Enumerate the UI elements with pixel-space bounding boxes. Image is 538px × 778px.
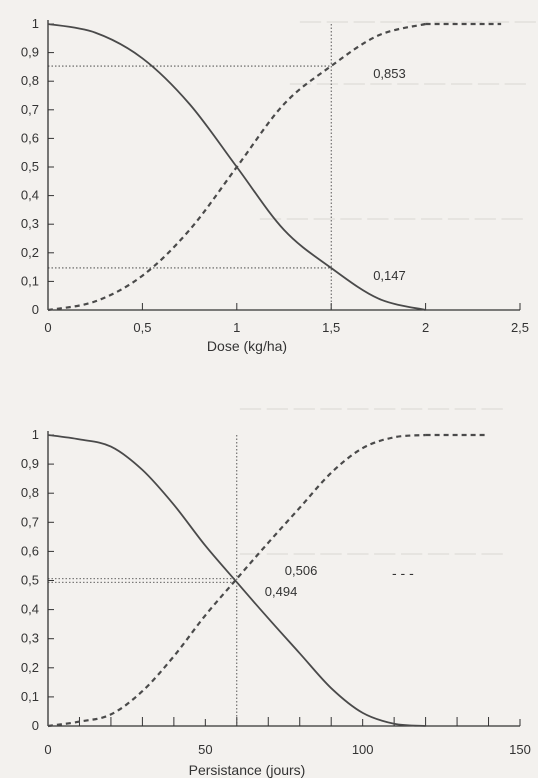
- chart-dose-x-tick-label: 2,5: [511, 320, 529, 335]
- chart-persistance: 00,10,20,30,40,50,60,70,80,91 0 50 100 150 …: [21, 427, 531, 778]
- chart-persistance-x-ticks: 0 50 100 150: [44, 717, 531, 757]
- chart-persistance-x-tick-label: 150: [509, 742, 531, 757]
- chart-persistance-y-tick-label: 1: [32, 427, 39, 442]
- chart-dose-y-tick-label: 0,8: [21, 73, 39, 88]
- chart-dose-x-ticks: 0 0,5 1 1,5 2 2,5: [44, 303, 529, 335]
- chart-persistance-annotations: 0,506 0,494: [265, 563, 318, 599]
- chart-persistance-y-ticks: 0 0,1 0,2 0,3 0,4 0,5 0,6 0,7 0,8 0,9 1: [21, 427, 54, 733]
- chart-persistance-y-tick-label: 0,7: [21, 514, 39, 529]
- chart-persistance-dashed-curve: [47, 433, 426, 728]
- chart-persistance-x-axis-label: Persistance (jours): [189, 762, 306, 778]
- chart-dose-guide-lines: [48, 24, 332, 310]
- chart-dose-series: [47, 22, 502, 312]
- chart-persistance-annotation-label: 0,494: [265, 584, 298, 599]
- chart-dose-y-tick-label: 0: [32, 302, 39, 317]
- chart-persistance-series: [47, 433, 489, 728]
- chart-dose-x-tick-label: 2: [422, 320, 429, 335]
- chart-persistance-x-tick-label: 100: [352, 742, 374, 757]
- chart-dose-y-tick-label: 0,6: [21, 130, 39, 145]
- chart-persistance-y-tick-label: 0: [32, 718, 39, 733]
- chart-dose-y-tick-label: 0,2: [21, 245, 39, 260]
- chart-dose-y-ticks: 0 0,1 0,2 0,3 0,4 0,5 0,6 0,7 0,8 0,9 1: [21, 16, 54, 317]
- chart-dose-x-tick-label: 0,5: [133, 320, 151, 335]
- chart-persistance-y-tick-label: 0,6: [21, 543, 39, 558]
- chart-dose-x-axis-label: Dose (kg/ha): [207, 338, 287, 354]
- chart-persistance-y-tick-label: 0,5: [21, 573, 39, 588]
- chart-dose-y-tick-label: 0,1: [21, 273, 39, 288]
- chart-dose-x-tick-label: 0: [44, 320, 51, 335]
- chart-dose: 0 0,1 0,2 0,3 0,4 0,5 0,6 0,7 0,8 0,9 1 0 0,5 1 1,5 2 2…: [21, 16, 529, 354]
- chart-persistance-y-tick-label: 0,3: [21, 631, 39, 646]
- chart-dose-annotation-label: 0,147: [373, 268, 406, 283]
- chart-dose-y-tick-label: 0,4: [21, 188, 39, 203]
- chart-dose-dashed-curve: [47, 22, 426, 312]
- chart-persistance-legend-dash: - - -: [392, 565, 414, 581]
- chart-dose-y-tick-label: 0,9: [21, 45, 39, 60]
- chart-persistance-y-tick-label: 0,9: [21, 456, 39, 471]
- chart-persistance-y-tick-label: 0,2: [21, 660, 39, 675]
- chart-persistance-x-tick-label: 0: [44, 742, 51, 757]
- chart-dose-y-tick-label: 0,7: [21, 102, 39, 117]
- chart-persistance-guide-lines: [48, 435, 238, 726]
- chart-dose-y-tick-label: 0,3: [21, 216, 39, 231]
- chart-dose-annotations: 0,853 0,147: [373, 66, 406, 283]
- chart-dose-x-tick-label: 1: [233, 320, 240, 335]
- chart-persistance-y-tick-label: 0,8: [21, 485, 39, 500]
- chart-dose-annotation-label: 0,853: [373, 66, 406, 81]
- chart-dose-axes: [47, 20, 520, 311]
- chart-dose-x-tick-label: 1,5: [322, 320, 340, 335]
- chart-persistance-x-tick-label: 50: [198, 742, 212, 757]
- chart-dose-y-tick-label: 0,5: [21, 159, 39, 174]
- chart-persistance-solid-curve: [47, 434, 426, 727]
- chart-dose-y-tick-label: 1: [32, 16, 39, 31]
- chart-persistance-y-tick-label: 0,4: [21, 602, 39, 617]
- chart-persistance-annotation-label: 0,506: [285, 563, 318, 578]
- chart-persistance-y-tick-label: 0,1: [21, 689, 39, 704]
